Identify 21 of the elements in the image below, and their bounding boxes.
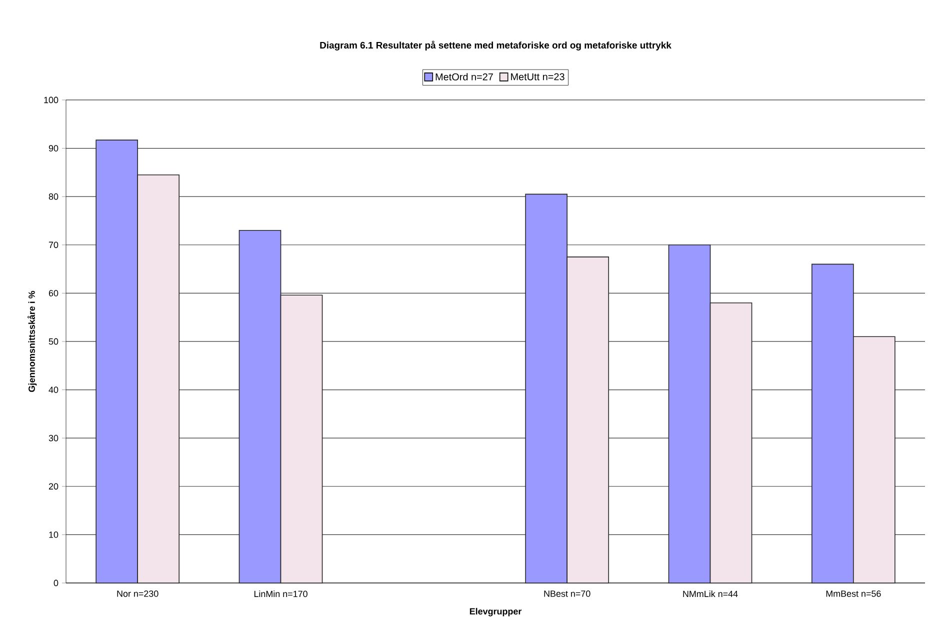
y-tick-label: 70 [48, 242, 58, 248]
y-tick-label: 40 [48, 386, 58, 393]
legend-label: MetOrd n=27 [436, 73, 493, 80]
x-tick-label: MmBest n=56 [826, 590, 881, 597]
x-tick-label: Nor n=230 [117, 590, 158, 597]
x-axis-title: Elevgrupper [470, 608, 522, 616]
y-tick-label: 50 [48, 338, 58, 345]
y-tick-label: 0 [54, 580, 58, 586]
y-tick-label: 60 [48, 290, 58, 296]
y-axis-title: Gjennomsnittsskåre i % [27, 290, 37, 392]
chart-title: Diagram 6.1 Resultater på settene med metaforiske ord og metaforiske uttrykk [320, 40, 672, 50]
y-tick-label: 30 [48, 434, 58, 442]
y-tick-label: 10 [49, 532, 58, 538]
y-tick-label: 90 [48, 145, 58, 152]
legend-label: MetUtt n=23 [511, 73, 564, 80]
x-tick-label: LinMin n=170 [254, 590, 308, 598]
x-tick-label: NMmLik n=44 [683, 590, 738, 597]
y-tick-label: 100 [44, 96, 58, 104]
y-tick-label: 20 [48, 483, 58, 490]
y-tick-label: 80 [48, 193, 58, 200]
x-tick-label: NBest n=70 [544, 590, 590, 597]
